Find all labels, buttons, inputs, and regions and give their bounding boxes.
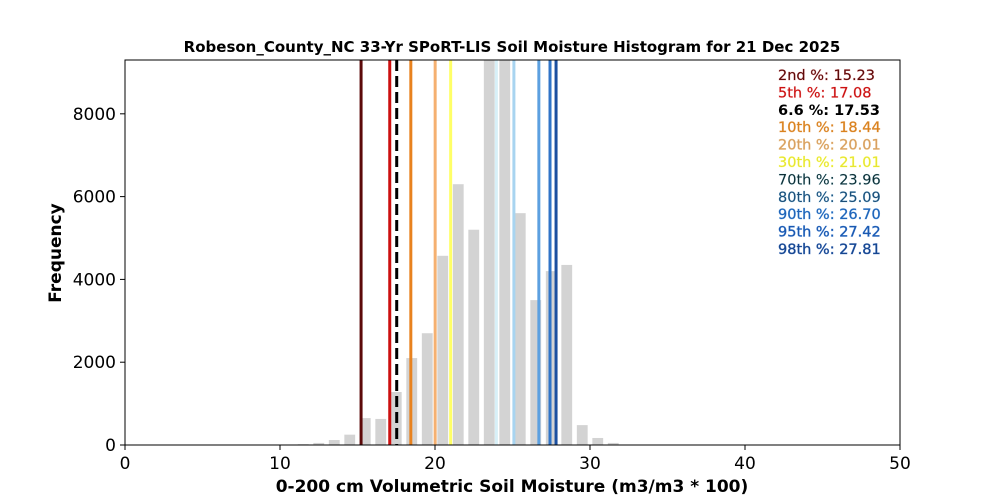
histogram-bar [421, 333, 433, 445]
x-tick-label: 10 [269, 454, 291, 474]
percentile-label: 2nd %: 15.23 [778, 68, 875, 84]
x-tick-label: 30 [579, 454, 601, 474]
percentile-label: 20th %: 20.01 [778, 138, 881, 154]
histogram-bar [359, 418, 371, 445]
histogram-bar [592, 437, 604, 445]
percentile-label: 95th %: 27.42 [778, 225, 881, 241]
histogram-bar [576, 425, 588, 445]
histogram-bar [437, 255, 449, 445]
y-tick-label: 8000 [73, 105, 116, 125]
percentile-label: 30th %: 21.01 [778, 155, 881, 171]
percentile-label: 80th %: 25.09 [778, 190, 881, 206]
chart-title: Robeson_County_NC 33-Yr SPoRT-LIS Soil M… [184, 38, 841, 56]
y-tick-label: 6000 [73, 188, 116, 208]
histogram-bars [297, 60, 619, 445]
histogram-bar [375, 418, 387, 445]
plot-frame [124, 59, 901, 446]
percentile-label: 5th %: 17.08 [778, 85, 872, 101]
percentile-label: 98th %: 27.81 [778, 242, 881, 258]
y-tick-label: 0 [105, 436, 116, 456]
x-tick-label: 50 [889, 454, 911, 474]
histogram-bar [344, 434, 356, 445]
x-axis-ticks: 0 10 20 30 40 50 [120, 445, 911, 474]
x-axis-label: 0-200 cm Volumetric Soil Moisture (m3/m3… [276, 477, 749, 497]
histogram-bar [530, 300, 542, 445]
x-tick-label: 20 [424, 454, 446, 474]
percentile-label: 70th %: 23.96 [778, 172, 881, 188]
y-tick-label: 4000 [73, 270, 116, 290]
histogram-bar [561, 264, 573, 445]
percentile-lines [359, 60, 558, 445]
histogram-bar [607, 442, 619, 445]
y-tick-label: 2000 [73, 353, 116, 373]
histogram-bar [313, 442, 325, 445]
histogram-bar [468, 229, 480, 445]
histogram-bar [328, 440, 340, 445]
histogram-bar [452, 184, 464, 445]
y-axis-ticks: 0 2000 4000 6000 8000 [73, 105, 125, 456]
histogram-bar [514, 213, 526, 445]
percentile-label: 10th %: 18.44 [778, 120, 881, 136]
x-tick-label: 40 [734, 454, 756, 474]
y-axis-label: Frequency [46, 203, 66, 303]
percentile-label: 6.6 %: 17.53 [778, 103, 880, 119]
histogram-bar [499, 60, 511, 445]
histogram-bar [483, 60, 495, 445]
x-tick-label: 0 [120, 454, 131, 474]
percentile-label: 90th %: 26.70 [778, 207, 881, 223]
